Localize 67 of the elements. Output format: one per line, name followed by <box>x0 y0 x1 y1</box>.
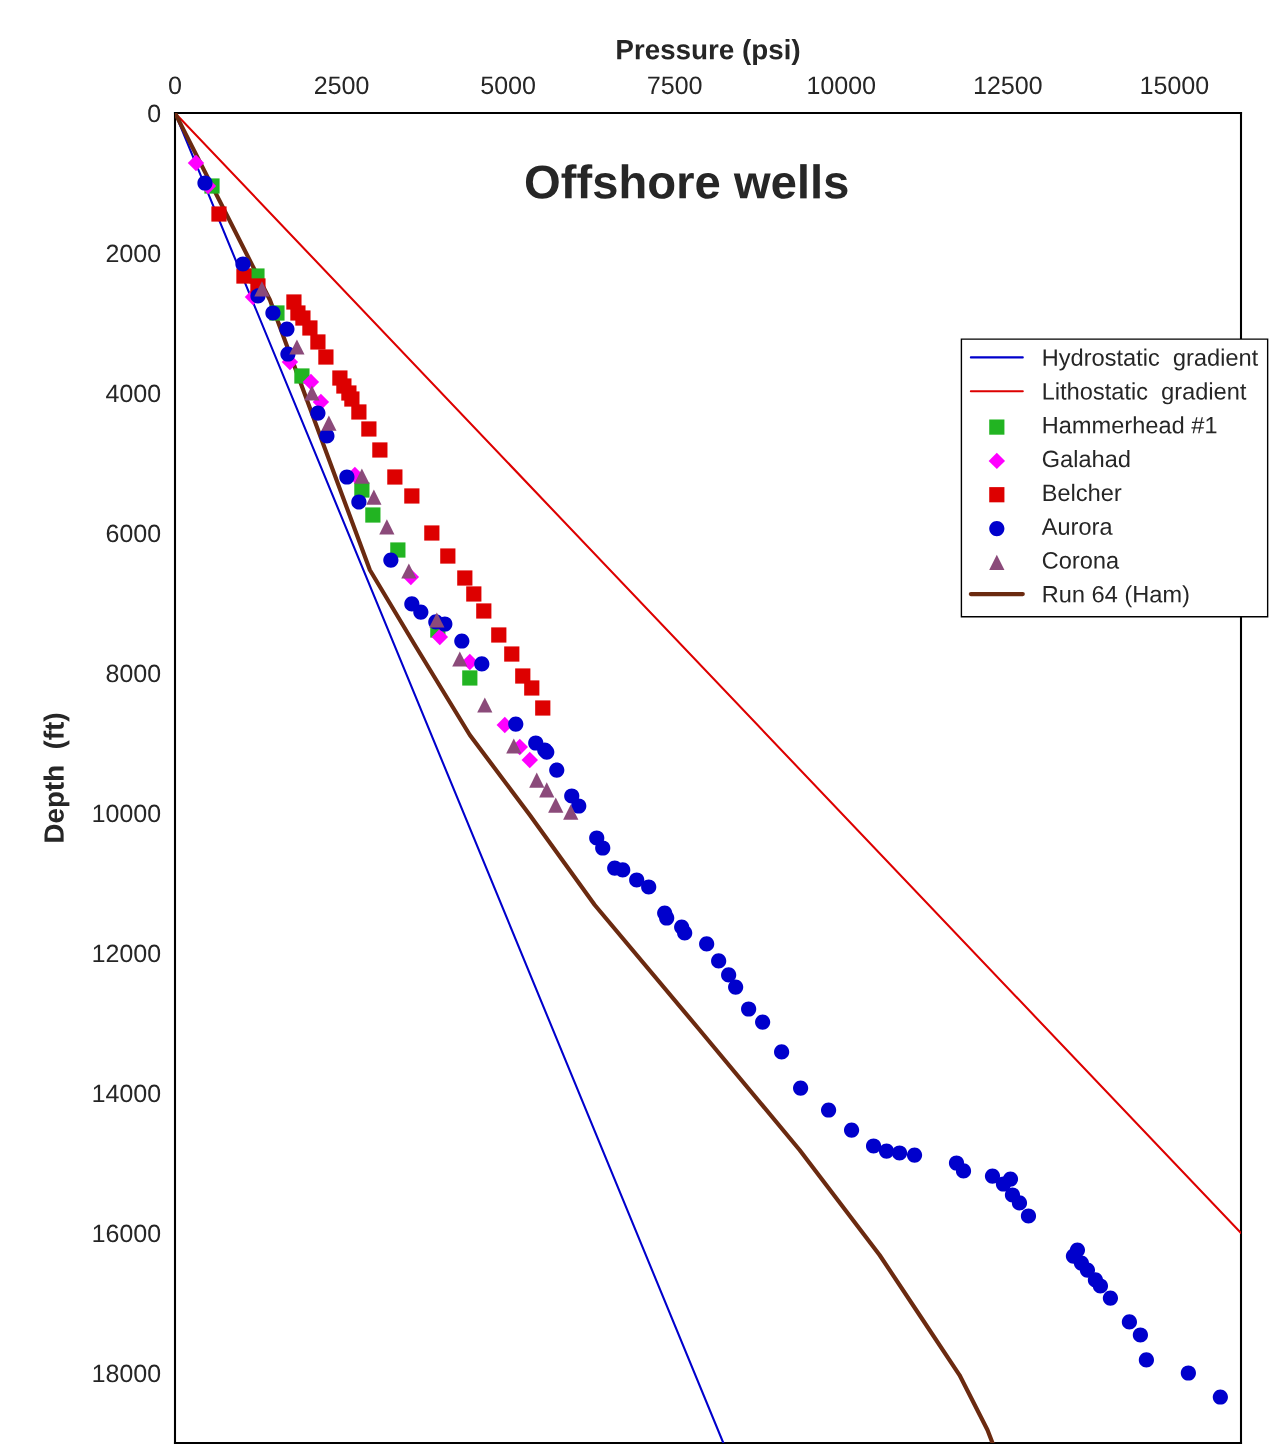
y-tick-label: 0 <box>148 104 161 123</box>
point <box>491 627 507 643</box>
point <box>366 489 382 505</box>
legend-label: Aurora <box>1041 518 1113 535</box>
point <box>504 646 520 662</box>
point <box>477 697 493 713</box>
point <box>563 804 579 820</box>
point <box>462 670 478 686</box>
x-tick-label: 5000 <box>481 76 535 95</box>
x-tick-label: 0 <box>169 76 181 95</box>
point <box>254 281 270 297</box>
point <box>452 651 468 667</box>
y-tick-label: 6000 <box>106 524 161 543</box>
point <box>379 519 395 535</box>
point <box>535 700 551 716</box>
point <box>354 468 370 484</box>
x-tick-label: 7500 <box>648 76 702 95</box>
point <box>457 570 473 586</box>
point <box>424 525 440 541</box>
point <box>211 206 227 222</box>
point <box>466 586 482 602</box>
y-axis-title: Depth (ft) <box>43 713 70 842</box>
point <box>318 349 334 365</box>
point <box>524 680 540 696</box>
y-tick-label: 8000 <box>106 664 161 683</box>
point <box>548 797 564 813</box>
point <box>321 415 337 431</box>
point <box>431 628 449 646</box>
y-tick-label: 14000 <box>93 1084 161 1103</box>
point <box>302 320 318 336</box>
point <box>401 563 417 579</box>
point <box>476 603 492 619</box>
text: Offshore wells <box>525 164 848 199</box>
point <box>304 385 320 401</box>
legend-label: Lithostatic gradient <box>1043 382 1247 405</box>
point <box>404 488 420 504</box>
x-axis-title: Pressure (psi) <box>617 39 800 65</box>
legend-label: Hydrostatic gradient <box>1043 348 1259 371</box>
y-tick-label: 16000 <box>93 1224 161 1243</box>
point <box>351 404 367 420</box>
legend-label: Run 64 (Ham) <box>1043 585 1189 608</box>
y-tick-label: 10000 <box>93 804 161 823</box>
x-tick-label: 10000 <box>808 76 876 95</box>
point <box>289 339 305 355</box>
point <box>365 507 381 523</box>
legend-label: Corona <box>1042 552 1120 569</box>
x-tick-label: 15000 <box>1141 76 1209 95</box>
point <box>521 751 538 769</box>
legend-label: Galahad <box>1042 449 1130 468</box>
x-tick-label: 12500 <box>974 76 1042 95</box>
point <box>387 469 403 485</box>
point <box>310 334 326 350</box>
y-tick-label: 18000 <box>93 1364 161 1383</box>
point <box>539 782 555 798</box>
point <box>440 548 456 564</box>
point <box>187 154 205 172</box>
point <box>302 373 320 391</box>
point <box>361 421 377 437</box>
legend-label: Belcher <box>1043 483 1122 502</box>
y-tick-label: 2000 <box>106 244 161 263</box>
point <box>529 772 545 788</box>
y-tick-label: 12000 <box>93 944 161 963</box>
y-tick-label: 4000 <box>106 384 161 403</box>
point <box>372 442 388 458</box>
legend-label: Hammerhead #1 <box>1043 416 1217 434</box>
point <box>506 738 522 754</box>
x-tick-label: 2500 <box>315 76 369 95</box>
